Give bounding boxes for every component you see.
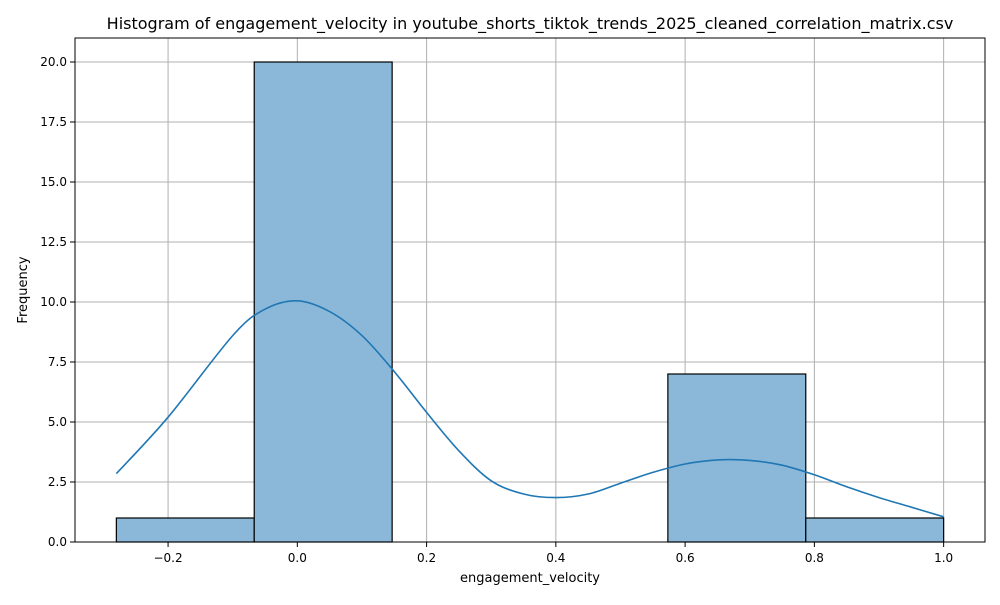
x-tick-label: 0.6 (676, 551, 695, 565)
x-ticks: −0.2 0.0 0.2 0.4 0.6 0.8 1.0 (153, 542, 953, 565)
x-tick-label: 0.2 (417, 551, 436, 565)
x-tick-label: 0.4 (546, 551, 565, 565)
y-tick-label: 5.0 (48, 415, 67, 429)
x-tick-label: 1.0 (934, 551, 953, 565)
x-axis-label: engagement_velocity (460, 571, 600, 586)
kde-line (115, 299, 944, 518)
y-tick-label: 17.5 (40, 115, 67, 129)
y-tick-label: 20.0 (40, 55, 67, 69)
y-tick-label: 15.0 (40, 175, 67, 189)
x-tick-label: 0.0 (288, 551, 307, 565)
kde-layer (115, 299, 944, 518)
y-ticks: 0.0 2.5 5.0 7.5 10.0 12.5 15.0 17.5 20.0 (40, 55, 75, 549)
y-tick-label: 10.0 (40, 295, 67, 309)
axes-frame (74, 37, 986, 543)
y-tick-label: 0.0 (48, 535, 67, 549)
x-tick-label: 0.8 (805, 551, 824, 565)
histogram-bar (253, 61, 393, 543)
y-axis-label: Frequency (16, 256, 31, 323)
histogram-bar (115, 517, 255, 543)
histogram-bar (805, 517, 945, 543)
y-tick-label: 7.5 (48, 355, 67, 369)
y-tick-label: 12.5 (40, 235, 67, 249)
y-tick-label: 2.5 (48, 475, 67, 489)
bars-layer (115, 61, 945, 543)
histogram-bar (667, 373, 807, 543)
grid-layer (75, 38, 985, 543)
x-tick-label: −0.2 (153, 551, 182, 565)
chart-title: Histogram of engagement_velocity in yout… (107, 14, 954, 34)
